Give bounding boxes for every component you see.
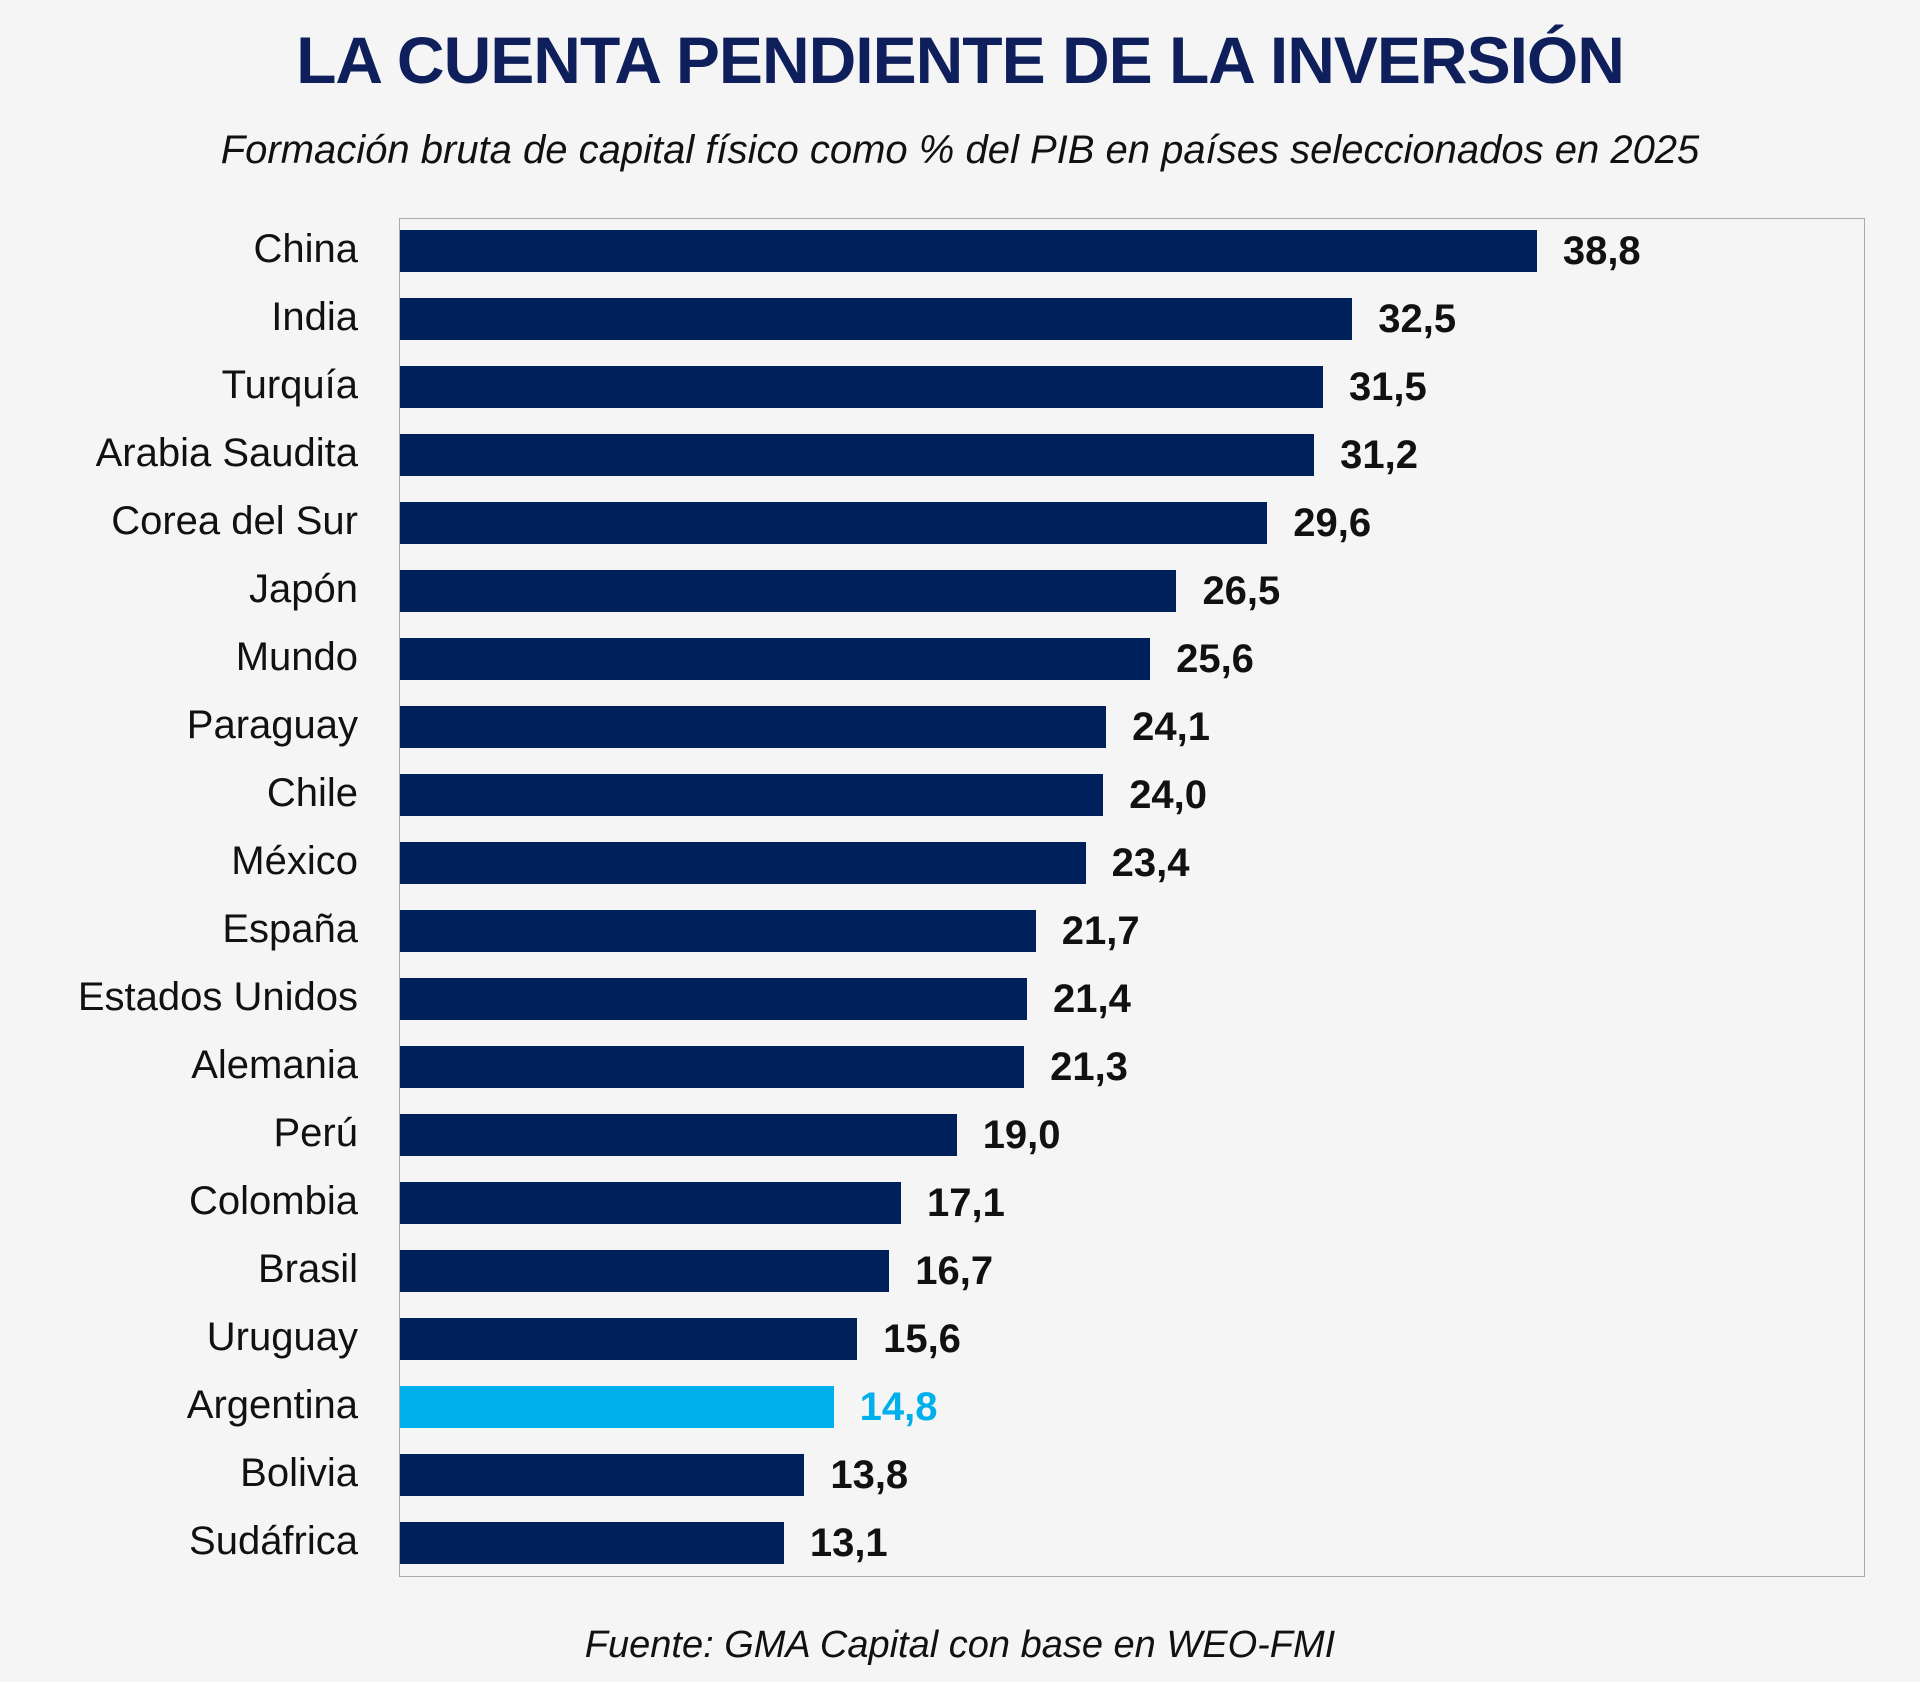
bar-turquía [400,366,1323,408]
bar-alemania [400,1046,1025,1088]
bar-china [400,230,1537,272]
value-label: 16,7 [915,1249,994,1293]
value-label: 14,8 [859,1385,938,1429]
bar-uruguay [400,1318,858,1360]
bar-paraguay [400,706,1107,748]
value-label: 32,5 [1378,297,1457,341]
value-label: 38,8 [1562,229,1641,273]
category-label: Brasil [257,1247,358,1291]
category-label: Paraguay [186,703,358,747]
category-label: España [222,907,358,951]
value-label: 31,2 [1340,433,1419,477]
bar-argentina [400,1386,834,1428]
bar-india [400,298,1353,340]
value-label: 17,1 [927,1181,1005,1225]
category-label: Turquía [221,363,358,407]
value-label: 13,1 [809,1521,888,1565]
category-label: Mundo [235,635,358,679]
category-label: Arabia Saudita [95,431,358,475]
value-label: 24,1 [1132,705,1210,749]
value-label: 26,5 [1202,569,1281,613]
plot-area [399,218,1865,1577]
category-label: México [231,839,358,883]
value-label: 29,6 [1293,501,1372,545]
category-label: Bolivia [240,1451,358,1495]
category-label: Chile [266,771,358,815]
value-label: 25,6 [1176,637,1254,681]
category-label: Sudáfrica [189,1519,358,1563]
bar-japón [400,570,1177,612]
bar-brasil [400,1250,890,1292]
category-label: Uruguay [206,1315,358,1359]
category-label: India [271,295,358,339]
chart-subtitle: Formación bruta de capital físico como %… [220,128,1700,172]
chart-source: Fuente: GMA Capital con base en WEO-FMI [584,1624,1336,1666]
value-label: 24,0 [1129,773,1208,817]
category-label: China [253,227,358,271]
category-label: Perú [273,1111,359,1155]
value-label: 21,4 [1053,977,1131,1021]
value-label: 21,3 [1050,1045,1128,1089]
category-label: Estados Unidos [77,975,358,1019]
category-label: Argentina [186,1383,358,1427]
category-label: Alemania [191,1043,358,1087]
value-label: 31,5 [1348,365,1427,409]
bar-chile [400,774,1104,816]
value-label: 13,8 [830,1453,909,1497]
bar-perú [400,1114,957,1156]
bar-sudáfrica [400,1522,784,1564]
bar-mundo [400,638,1151,680]
value-label: 21,7 [1061,909,1140,953]
bar-bolivia [400,1454,805,1496]
bar-españa [400,910,1036,952]
category-label: Japón [249,567,358,611]
category-label: Colombia [189,1179,358,1223]
value-label: 19,0 [982,1113,1061,1157]
bar-colombia [400,1182,902,1224]
bar-estados-unidos [400,978,1028,1020]
value-label: 23,4 [1111,841,1190,885]
category-label: Corea del Sur [111,499,358,543]
bar-méxico [400,842,1086,884]
bar-arabia-saudita [400,434,1315,476]
chart-title: LA CUENTA PENDIENTE DE LA INVERSIÓN [296,23,1625,97]
value-label: 15,6 [883,1317,961,1361]
bar-corea-del-sur [400,502,1268,544]
